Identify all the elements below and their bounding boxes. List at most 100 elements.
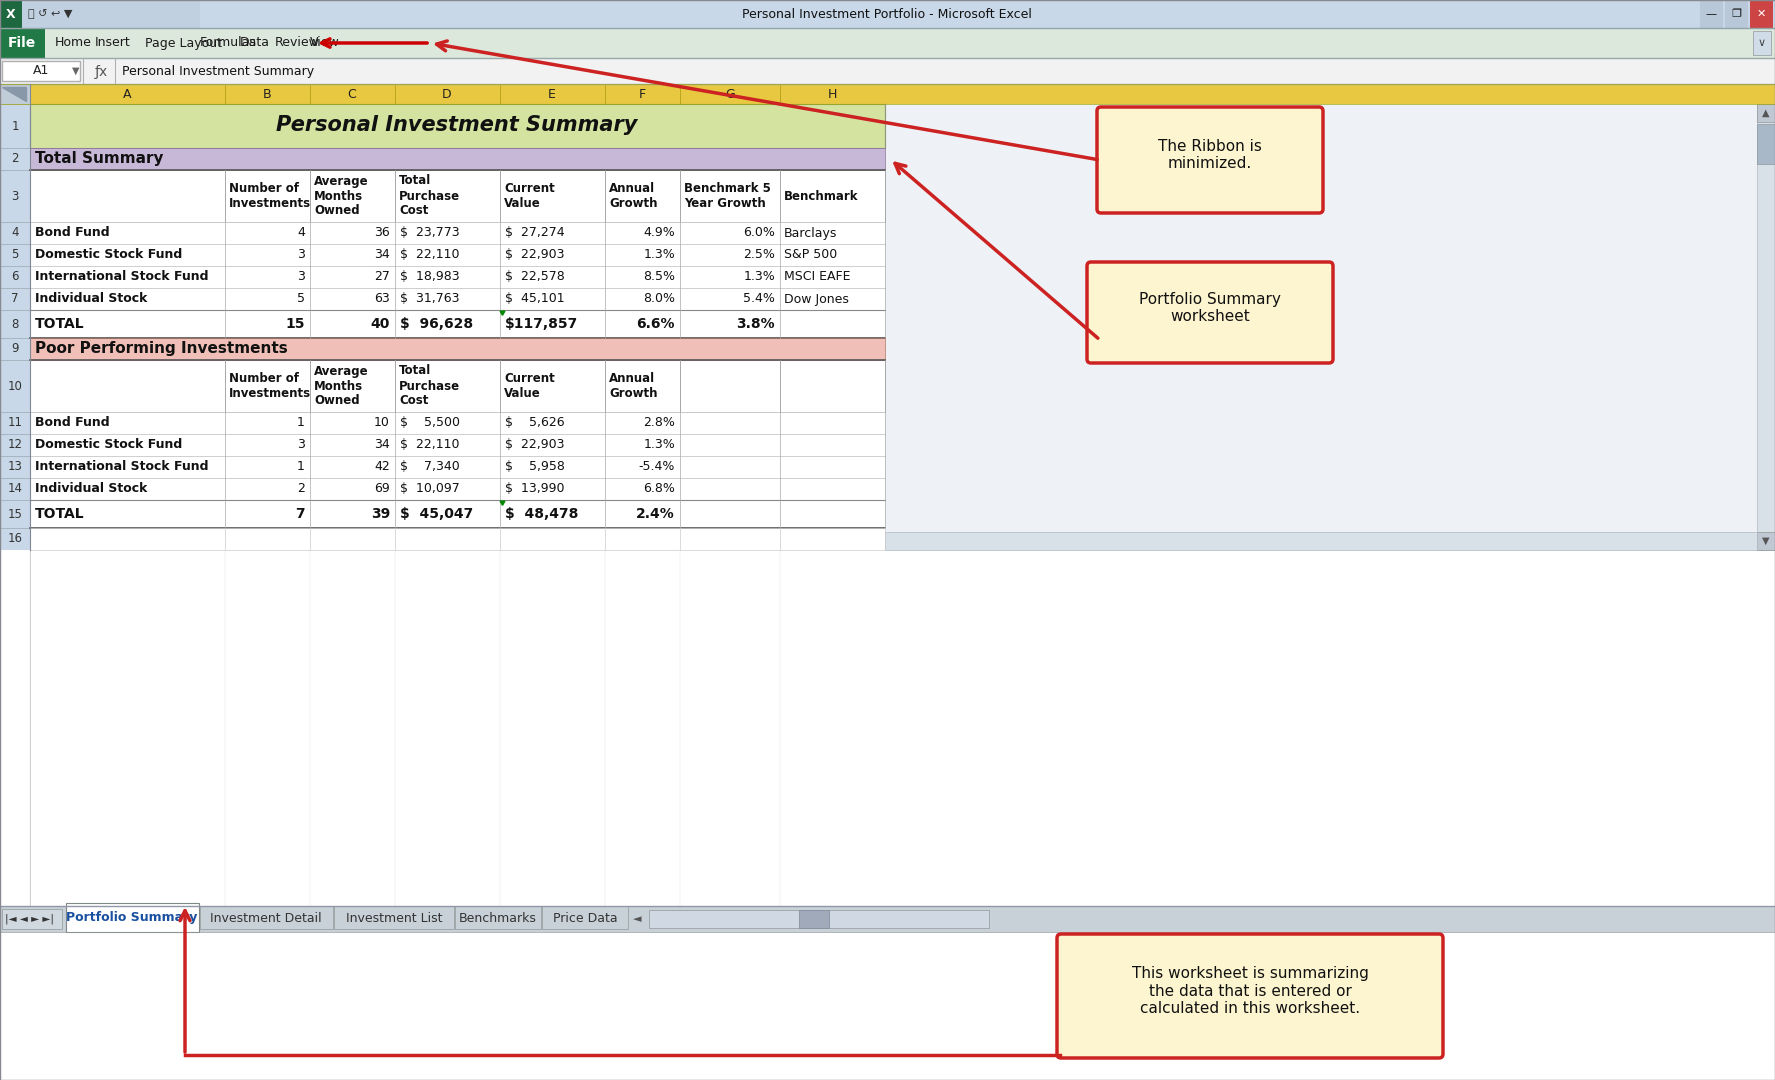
Bar	[0, 0, 21, 28]
Text: 6: 6	[11, 270, 20, 283]
Bar	[650, 910, 989, 928]
Text: F: F	[639, 87, 646, 100]
Text: Price Data: Price Data	[552, 912, 618, 924]
Bar	[605, 84, 680, 104]
Text: 2: 2	[11, 152, 20, 165]
Bar	[886, 528, 1775, 550]
Text: D: D	[442, 87, 453, 100]
Text: ƒx: ƒx	[96, 65, 108, 79]
Bar	[886, 170, 1775, 222]
Text: X: X	[5, 8, 16, 21]
Text: Home: Home	[55, 37, 92, 50]
Text: 11: 11	[7, 417, 23, 430]
Bar	[1757, 124, 1775, 164]
Bar	[799, 910, 829, 928]
Text: S&P 500: S&P 500	[785, 248, 838, 261]
Text: 63: 63	[375, 293, 390, 306]
Text: ▲: ▲	[1763, 108, 1770, 118]
Text: 13: 13	[7, 460, 23, 473]
Bar	[0, 528, 30, 550]
Text: ◄: ◄	[634, 914, 641, 924]
Polygon shape	[2, 87, 27, 102]
Text: Domestic Stock Fund: Domestic Stock Fund	[36, 248, 183, 261]
Text: ▼: ▼	[73, 66, 80, 76]
Bar	[680, 84, 779, 104]
Bar	[886, 411, 1775, 434]
Text: 8.0%: 8.0%	[643, 293, 674, 306]
Text: Number of
Investments: Number of Investments	[229, 183, 311, 210]
Bar	[0, 906, 1775, 932]
Bar	[30, 148, 886, 170]
Text: Investment Detail: Investment Detail	[209, 912, 321, 924]
Text: Investment List: Investment List	[346, 912, 442, 924]
Bar	[30, 360, 886, 411]
FancyBboxPatch shape	[1097, 107, 1322, 213]
Bar	[2, 60, 80, 81]
Text: 1.3%: 1.3%	[744, 270, 776, 283]
Bar	[886, 532, 1757, 550]
Text: $    7,340: $ 7,340	[399, 460, 460, 473]
Bar	[0, 244, 30, 266]
Bar	[30, 244, 886, 266]
Text: Average
Months
Owned: Average Months Owned	[314, 365, 369, 407]
Text: 5: 5	[296, 293, 305, 306]
Text: 16: 16	[7, 532, 23, 545]
Text: 69: 69	[375, 483, 390, 496]
Text: $  22,110: $ 22,110	[399, 248, 460, 261]
Text: This worksheet is summarizing
the data that is entered or
calculated in this wor: This worksheet is summarizing the data t…	[1132, 967, 1369, 1016]
Text: Formulas: Formulas	[201, 37, 257, 50]
Bar	[30, 478, 886, 500]
Bar	[886, 456, 1775, 478]
Text: 15: 15	[7, 508, 23, 521]
Text: 14: 14	[7, 483, 23, 496]
Bar	[886, 148, 1775, 170]
Bar	[886, 288, 1775, 310]
Text: $    5,626: $ 5,626	[506, 417, 564, 430]
Bar	[30, 104, 886, 148]
Text: Page Layout: Page Layout	[146, 37, 222, 50]
Bar	[0, 28, 1775, 58]
Bar	[886, 360, 1775, 411]
Text: 4.9%: 4.9%	[643, 227, 674, 240]
Bar	[0, 0, 201, 28]
Text: Poor Performing Investments: Poor Performing Investments	[36, 341, 288, 356]
Bar	[0, 28, 44, 58]
Text: 2.4%: 2.4%	[635, 507, 674, 521]
Text: 10: 10	[375, 417, 390, 430]
Text: 34: 34	[375, 438, 390, 451]
Bar	[0, 84, 30, 104]
Bar	[311, 84, 396, 104]
Bar	[779, 84, 886, 104]
Text: Benchmark: Benchmark	[785, 189, 859, 203]
Text: Review: Review	[275, 37, 320, 50]
Text: 42: 42	[375, 460, 390, 473]
Bar	[0, 360, 30, 411]
Text: Individual Stock: Individual Stock	[36, 483, 147, 496]
Text: $  13,990: $ 13,990	[506, 483, 564, 496]
Bar	[30, 170, 886, 222]
Bar	[886, 434, 1775, 456]
Bar	[0, 288, 30, 310]
Bar	[886, 222, 1775, 244]
Text: 7: 7	[295, 507, 305, 521]
Text: ✕: ✕	[1755, 9, 1766, 19]
Text: A: A	[122, 87, 131, 100]
Text: 15: 15	[286, 318, 305, 330]
Bar	[30, 222, 886, 244]
Bar	[886, 338, 1775, 360]
Bar	[0, 500, 30, 528]
Bar	[886, 244, 1775, 266]
FancyBboxPatch shape	[1056, 934, 1443, 1058]
Bar	[886, 266, 1775, 288]
Text: -5.4%: -5.4%	[639, 460, 674, 473]
Text: $    5,500: $ 5,500	[399, 417, 460, 430]
Bar	[0, 456, 30, 478]
Bar	[0, 411, 30, 434]
Text: 4: 4	[296, 227, 305, 240]
Text: ▼: ▼	[1763, 536, 1770, 546]
Bar	[0, 104, 30, 148]
Text: $  22,110: $ 22,110	[399, 438, 460, 451]
Text: 39: 39	[371, 507, 390, 521]
Bar	[0, 310, 30, 338]
Text: C: C	[348, 87, 357, 100]
